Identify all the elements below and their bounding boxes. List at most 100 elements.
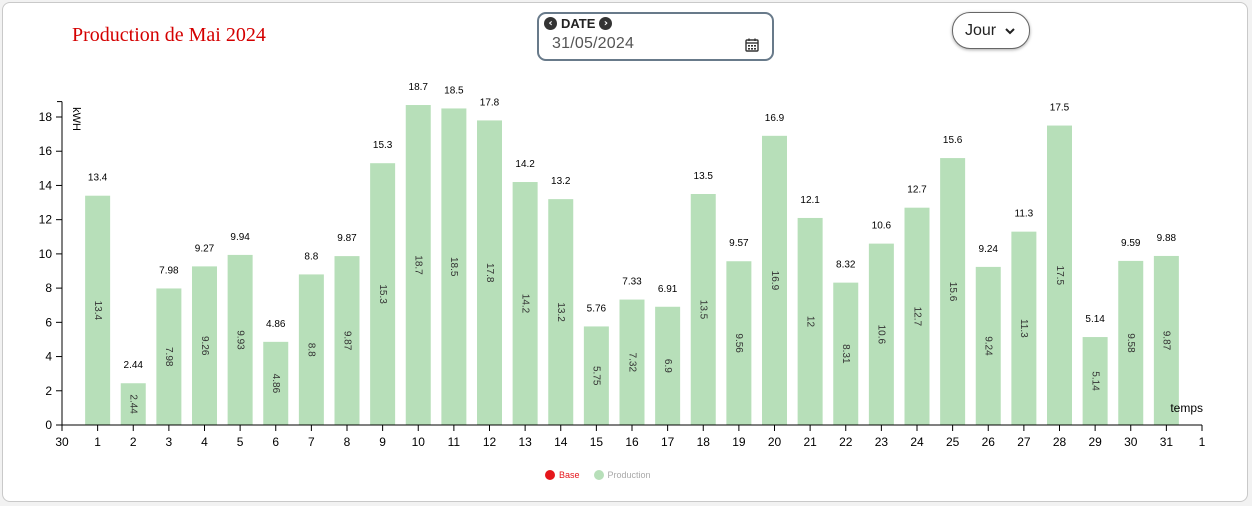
bar-value-label: 9.87 [337,233,357,244]
bar-value-label: 12.7 [907,185,927,196]
bar [868,243,894,425]
bar-value-label: 5.14 [1085,314,1105,325]
bar [655,306,681,425]
legend-item-production[interactable]: Production [593,470,651,480]
bar [477,120,502,425]
bar [263,341,289,425]
bar-value-label: 18.5 [444,85,464,96]
bar-inner-label: 9.87 [1161,331,1172,351]
bar-value-label: 4.86 [266,319,286,330]
x-tick-label: 26 [982,435,996,449]
bar-inner-label: 13.4 [92,301,103,321]
bar-inner-label: 5.14 [1089,371,1100,391]
bar [690,194,716,425]
bar [1118,260,1144,425]
bar-value-label: 12.1 [800,195,820,206]
chart-legend: Base Production [545,470,665,480]
y-tick-label: 8 [45,281,52,295]
x-tick-label: 16 [625,435,639,449]
y-tick-label: 14 [39,178,53,192]
bar-value-label: 9.24 [979,244,999,255]
x-tick-label: 7 [308,435,315,449]
bar [370,163,396,425]
bar-inner-label: 12.7 [911,307,922,327]
x-tick-label: 27 [1017,435,1031,449]
y-axis-unit-label: kWH [70,107,82,131]
bar-inner-label: 17.5 [1054,266,1065,286]
period-select-value: Jour [965,22,997,39]
x-tick-label: 28 [1053,435,1067,449]
bar-inner-label: 9.93 [234,330,245,350]
bar-inner-label: 15.6 [947,282,958,302]
previous-date-icon[interactable]: ‹ [544,17,557,30]
bar-value-label: 9.59 [1121,238,1141,249]
bar-inner-label: 6.9 [662,359,673,373]
bar [156,288,182,425]
x-tick-label: 21 [803,435,817,449]
bar [583,326,609,425]
bar [940,158,966,426]
bar-inner-label: 18.5 [448,257,459,277]
y-tick-label: 0 [45,418,52,432]
x-tick-label: 30 [1124,435,1138,449]
x-tick-label: 31 [1160,435,1174,449]
x-tick-label: 8 [344,435,351,449]
x-tick-label: 2 [130,435,137,449]
bar-inner-label: 18.7 [413,255,424,275]
x-tick-label: 6 [272,435,279,449]
chevron-down-icon [1005,28,1015,35]
bar-inner-label: 13.2 [555,302,566,322]
bar-inner-label: 16.9 [769,271,780,291]
x-tick-label: 20 [768,435,782,449]
bar-inner-label: 9.24 [983,336,994,356]
bar-value-label: 7.33 [622,277,642,288]
date-nav: ‹ DATE › [544,16,613,31]
date-input[interactable]: 31/05/2024 [552,35,635,52]
bar-inner-label: 15.3 [377,284,388,304]
x-tick-label: 3 [166,435,173,449]
bar [762,135,787,426]
bar-value-label: 9.94 [230,232,250,243]
bar [1011,231,1037,425]
bar-inner-label: 9.26 [199,336,210,356]
bar-inner-label: 8.31 [840,344,851,364]
y-tick-label: 12 [39,213,53,227]
period-select[interactable]: Jour [952,12,1030,49]
y-tick-label: 2 [45,384,52,398]
y-tick-label: 4 [45,350,52,364]
bar-inner-label: 7.32 [626,353,637,373]
x-tick-label: 11 [448,435,461,449]
legend-item-base[interactable]: Base [545,470,580,480]
bar-inner-label: 11.3 [1018,319,1029,338]
x-tick-label: 1 [94,435,101,449]
x-tick-label: 29 [1088,435,1102,449]
bar-value-label: 13.4 [88,173,108,184]
bar-value-label: 8.8 [304,251,318,262]
bar-inner-label: 10.6 [876,325,887,345]
bar-value-label: 6.91 [658,284,678,295]
x-tick-label: 15 [590,435,604,449]
bar-inner-label: 17.8 [484,263,495,283]
bar-inner-label: 12 [804,316,815,328]
bar-value-label: 17.5 [1050,103,1070,114]
date-picker[interactable]: ‹ DATE › 31/05/2024 [537,12,774,61]
bar-value-label: 13.5 [694,171,714,182]
x-tick-label: 23 [875,435,889,449]
x-tick-label: 5 [237,435,244,449]
bar-value-label: 2.44 [124,360,144,371]
calendar-icon[interactable] [745,38,759,52]
bar-inner-label: 9.56 [733,333,744,353]
bar-inner-label: 9.87 [341,331,352,351]
bar-value-label: 18.7 [409,82,429,93]
bar [192,266,217,425]
bar [334,256,360,425]
next-date-icon[interactable]: › [599,17,613,30]
x-tick-label: 25 [946,435,960,449]
bar [298,274,324,425]
y-tick-label: 16 [39,144,53,158]
bar [904,207,930,425]
bar [975,266,1001,425]
x-tick-label: 10 [412,435,426,449]
bar-inner-label: 2.44 [128,394,139,414]
